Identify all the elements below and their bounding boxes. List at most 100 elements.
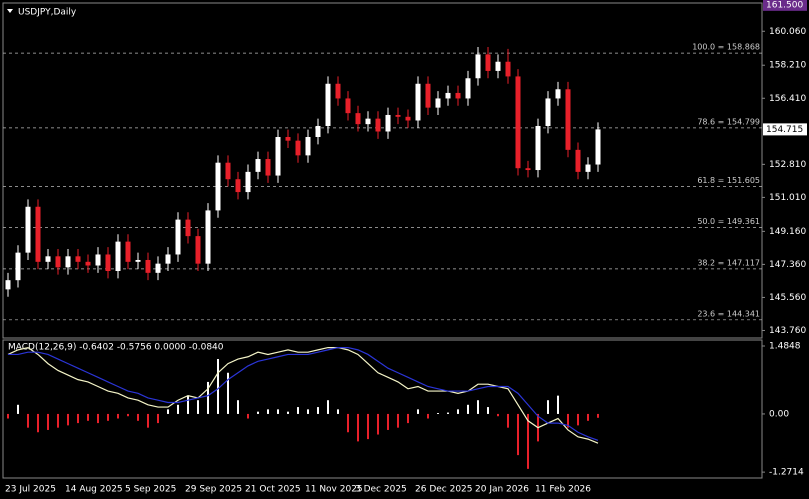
x-tick-label: 11 Feb 2026 xyxy=(535,485,591,495)
candle-body xyxy=(45,256,51,262)
y-tick-label: -1.2714 xyxy=(769,468,804,478)
macd-histogram-bar xyxy=(417,409,419,414)
fib-label: 61.8 = 151.605 xyxy=(697,176,760,185)
fib-label: 100.0 = 158.868 xyxy=(692,43,760,52)
x-tick-label: 29 Sep 2025 xyxy=(185,485,242,495)
macd-histogram-bar xyxy=(257,411,259,414)
macd-histogram-bar xyxy=(477,400,479,414)
macd-histogram-bar xyxy=(167,409,169,414)
macd-histogram-bar xyxy=(577,413,579,426)
candle-body xyxy=(555,89,561,99)
macd-histogram-bar xyxy=(287,411,289,414)
fib-label: 78.6 = 154.799 xyxy=(697,117,760,126)
candle-body xyxy=(95,254,101,266)
candle-body xyxy=(25,206,31,253)
macd-histogram-bar xyxy=(237,400,239,414)
top-marker-label: 161.500 xyxy=(766,0,803,10)
candle-body xyxy=(75,256,81,262)
y-tick-label: 152.810 xyxy=(769,160,806,170)
fib-label: 38.2 = 147.117 xyxy=(697,258,760,267)
candle-body xyxy=(105,254,111,271)
macd-histogram-bar xyxy=(427,413,429,419)
candle-body xyxy=(225,162,231,180)
candle-body xyxy=(415,83,421,121)
macd-histogram-bar xyxy=(67,413,69,426)
candle-body xyxy=(465,78,471,99)
x-tick-label: 11 Nov 2025 xyxy=(305,485,363,495)
macd-histogram-bar xyxy=(447,412,449,414)
candle-body xyxy=(375,118,381,132)
top-marker-box xyxy=(763,0,807,11)
x-tick-label: 23 Jul 2025 xyxy=(5,485,56,495)
candle-body xyxy=(295,140,301,156)
candle-body xyxy=(235,179,241,193)
candle-body xyxy=(195,236,201,264)
y-tick-label: 143.760 xyxy=(769,326,806,336)
macd-histogram-bar xyxy=(517,413,519,456)
macd-histogram-bar xyxy=(267,409,269,414)
macd-histogram-bar xyxy=(357,413,359,442)
macd-histogram-bar xyxy=(317,407,319,414)
macd-histogram-bar xyxy=(77,413,79,424)
macd-histogram-bar xyxy=(367,413,369,440)
macd-histogram-bar xyxy=(217,359,219,414)
y-tick-label: 151.010 xyxy=(769,193,806,203)
macd-histogram-bar xyxy=(377,413,379,435)
candle-body xyxy=(425,83,431,108)
fib-label: 23.6 = 144.341 xyxy=(697,309,760,318)
macd-histogram-bar xyxy=(27,413,29,428)
candle-body xyxy=(185,219,191,237)
candle-body xyxy=(165,254,171,264)
candle-body xyxy=(345,98,351,114)
candle-body xyxy=(205,210,211,264)
candle-body xyxy=(565,89,571,150)
macd-histogram-bar xyxy=(347,413,349,433)
candle-body xyxy=(485,54,491,71)
y-tick-label: 145.560 xyxy=(769,293,806,303)
candle-body xyxy=(155,263,161,273)
candle-body xyxy=(435,98,441,108)
candle-body xyxy=(585,164,591,172)
macd-histogram-bar xyxy=(507,413,509,428)
macd-histogram-bar xyxy=(57,413,59,428)
candle-body xyxy=(595,129,601,165)
candle-body xyxy=(265,159,271,176)
current-price-label: 154.715 xyxy=(766,125,803,135)
macd-histogram-bar xyxy=(107,413,109,421)
candle-body xyxy=(55,256,61,268)
candle-body xyxy=(335,83,341,99)
price-frame xyxy=(2,2,763,339)
macd-histogram-bar xyxy=(277,409,279,414)
candle-body xyxy=(65,256,71,268)
x-tick-label: 5 Sep 2025 xyxy=(125,485,176,495)
candle-body xyxy=(285,137,291,141)
macd-histogram-bar xyxy=(457,409,459,414)
macd-histogram-bar xyxy=(397,413,399,428)
x-tick-label: 26 Dec 2025 xyxy=(415,485,473,495)
macd-histogram-bar xyxy=(137,413,139,421)
menu-icon xyxy=(7,9,13,13)
macd-histogram-bar xyxy=(157,413,159,424)
candle-body xyxy=(355,113,361,125)
y-tick-label: 158.210 xyxy=(769,61,806,71)
y-tick-label: 1.4848 xyxy=(769,342,801,352)
macd-histogram-bar xyxy=(117,413,119,419)
x-tick-label: 20 Jan 2026 xyxy=(475,485,529,495)
macd-histogram-bar xyxy=(497,413,499,417)
macd-histogram-bar xyxy=(557,395,559,414)
candle-body xyxy=(405,116,411,121)
y-tick-label: 0.00 xyxy=(769,409,789,419)
candle-body xyxy=(455,92,461,99)
y-tick-label: 156.410 xyxy=(769,94,806,104)
candle-body xyxy=(115,241,121,271)
macd-histogram-bar xyxy=(597,413,599,418)
candle-body xyxy=(535,125,541,171)
macd-histogram-bar xyxy=(37,413,39,433)
macd-histogram-bar xyxy=(467,404,469,414)
candle-body xyxy=(515,76,521,169)
macd-histogram-bar xyxy=(387,413,389,430)
macd-histogram-bar xyxy=(207,381,209,414)
macd-histogram-bar xyxy=(97,413,99,424)
macd-histogram-bar xyxy=(227,372,229,414)
